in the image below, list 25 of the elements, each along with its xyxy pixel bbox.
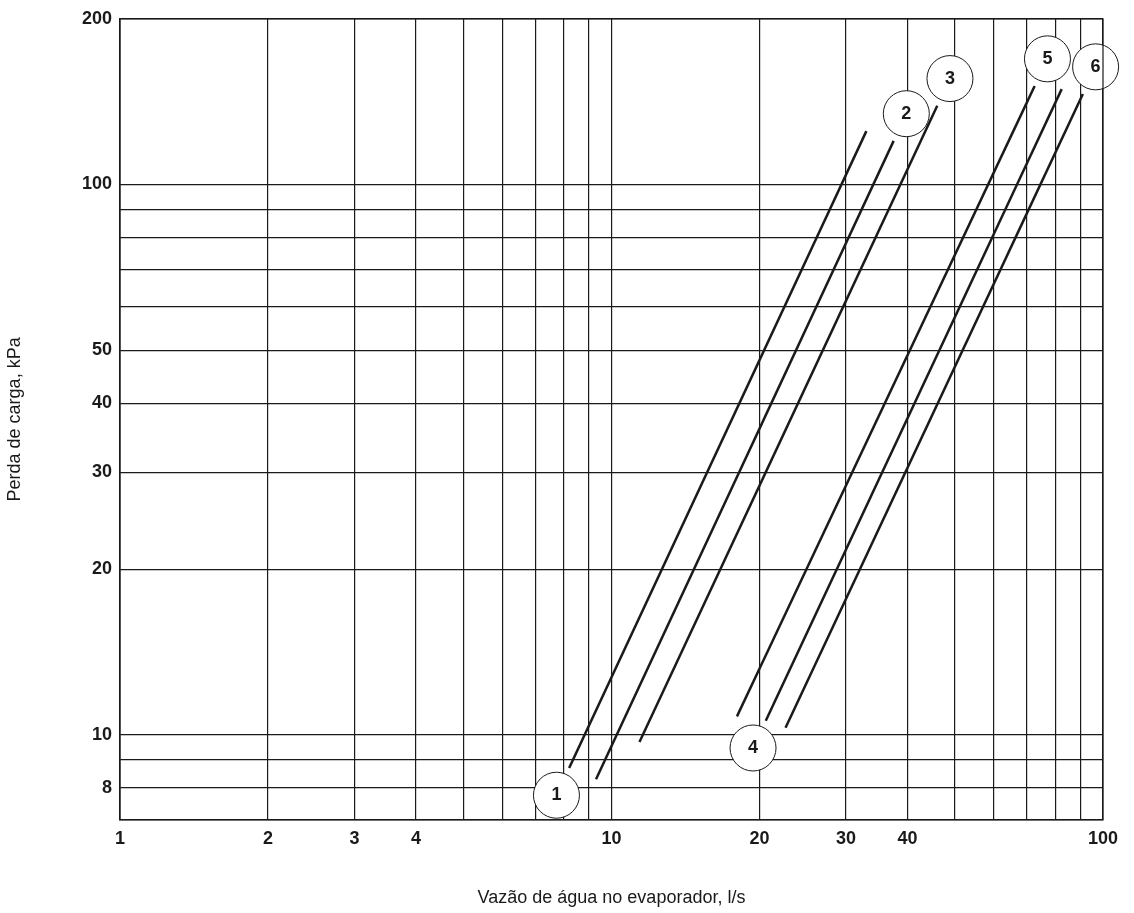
y-tick-label: 10: [91, 723, 112, 744]
x-tick-label: 10: [601, 827, 622, 848]
y-tick-label: 100: [81, 173, 112, 194]
y-axis-title: Perda de carga, kPa: [3, 336, 24, 502]
annotation: 4: [748, 736, 759, 757]
x-axis-title: Vazão de água no evaporador, l/s: [477, 887, 746, 908]
annotation: 3: [944, 67, 955, 88]
y-tick-label: 200: [81, 7, 112, 28]
x-tick-label: 20: [749, 827, 770, 848]
y-tick-label: 40: [91, 392, 112, 413]
y-tick-label: 20: [91, 558, 112, 579]
x-tick-label: 100: [1087, 827, 1119, 848]
x-tick-label: 40: [897, 827, 918, 848]
y-tick-label: 50: [91, 339, 112, 360]
annotation: 1: [551, 784, 562, 805]
x-tick-label: 3: [349, 827, 360, 848]
x-tick-label: 1: [114, 827, 126, 848]
x-tick-label: 4: [410, 827, 421, 848]
y-tick-label: 8: [101, 777, 112, 798]
annotation: 2: [901, 102, 912, 123]
x-tick-label: 2: [262, 827, 273, 848]
x-tick-label: 30: [835, 827, 857, 848]
annotation: 5: [1042, 47, 1053, 68]
annotation: 6: [1090, 55, 1101, 76]
y-tick-label: 30: [91, 461, 112, 482]
